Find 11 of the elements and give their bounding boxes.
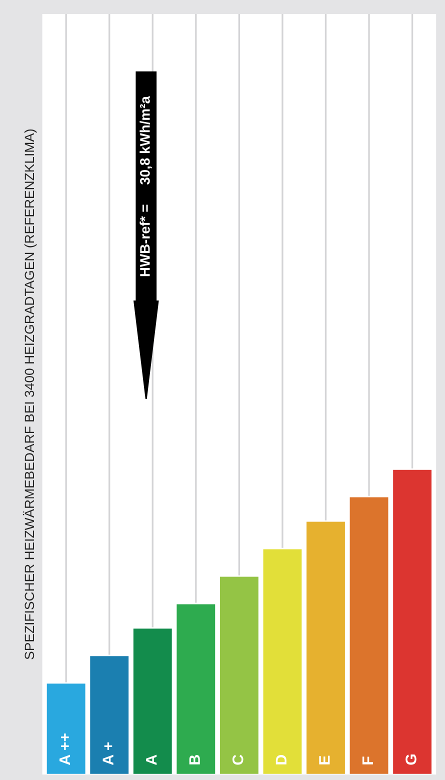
text: HWB-ref* = 30,8 kWh/m²a (140, 96, 152, 276)
x-tick-label: G (406, 754, 416, 765)
x-tick-label: E (319, 756, 330, 764)
x-tick-label: F (362, 756, 373, 764)
x-tick-label: A + (102, 742, 114, 765)
x-tick-label: A ++ (60, 733, 70, 765)
x-tick-label: A (146, 754, 157, 765)
x-tick-label: D (276, 754, 286, 764)
x-tick-label: B (189, 755, 200, 764)
x-tick-label: C (232, 754, 244, 765)
y-axis-title: SPEZIFISCHER HEIZWÄRMEBEDARF BEI 3400 HEIZGRADTAGEN (REFERENZKLIMA) (22, 129, 37, 660)
